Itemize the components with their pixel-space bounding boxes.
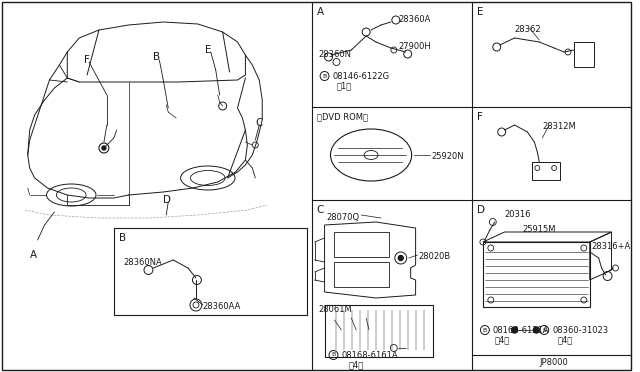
Text: B: B	[483, 327, 487, 333]
Text: 28360N: 28360N	[319, 50, 351, 59]
Text: 27900H: 27900H	[399, 42, 431, 51]
Text: B: B	[323, 74, 326, 78]
Text: C: C	[255, 118, 262, 128]
Bar	[532, 162, 560, 180]
Text: E: E	[205, 45, 211, 55]
Text: 28061M: 28061M	[319, 305, 353, 314]
Text: 28360NA: 28360NA	[124, 258, 163, 267]
Circle shape	[533, 327, 540, 333]
Bar	[574, 42, 594, 67]
Text: 28316+A: 28316+A	[592, 242, 631, 251]
Text: （4）: （4）	[495, 335, 510, 344]
Text: 25915M: 25915M	[522, 225, 556, 234]
Text: 08168-6121A: 08168-6121A	[493, 326, 549, 335]
Text: A: A	[29, 250, 37, 260]
Text: （4）: （4）	[348, 360, 364, 369]
Text: D: D	[163, 195, 172, 205]
Text: F: F	[84, 55, 90, 65]
Circle shape	[511, 327, 518, 333]
Bar	[335, 262, 389, 287]
Circle shape	[398, 256, 403, 260]
Text: （4）: （4）	[557, 335, 572, 344]
Circle shape	[102, 146, 106, 150]
Text: 28070Q: 28070Q	[326, 213, 360, 222]
Text: B: B	[119, 233, 126, 243]
Text: C: C	[317, 205, 324, 215]
Text: 20316: 20316	[505, 210, 531, 219]
Text: 08168-6161A: 08168-6161A	[341, 351, 398, 360]
Text: 28360AA: 28360AA	[203, 302, 241, 311]
Text: 08360-31023: 08360-31023	[552, 326, 608, 335]
Text: JP8000: JP8000	[540, 358, 568, 367]
Bar	[114, 228, 307, 315]
Text: B: B	[154, 52, 161, 62]
Text: A: A	[317, 7, 324, 17]
Text: E: E	[477, 7, 483, 17]
Text: S: S	[542, 327, 546, 333]
Text: D: D	[477, 205, 485, 215]
Bar	[483, 242, 590, 307]
Bar	[324, 305, 433, 357]
Text: （1）: （1）	[337, 81, 352, 90]
Text: （DVD ROM）: （DVD ROM）	[317, 112, 367, 121]
Text: 28360A: 28360A	[399, 15, 431, 24]
Text: 25920N: 25920N	[431, 152, 464, 161]
Bar	[335, 232, 389, 257]
Text: 28020B: 28020B	[419, 252, 451, 261]
Text: F: F	[477, 112, 483, 122]
Text: 08146-6122G: 08146-6122G	[333, 72, 390, 81]
Text: 28362: 28362	[515, 25, 541, 34]
Text: B: B	[332, 353, 335, 357]
Text: 28312M: 28312M	[542, 122, 576, 131]
